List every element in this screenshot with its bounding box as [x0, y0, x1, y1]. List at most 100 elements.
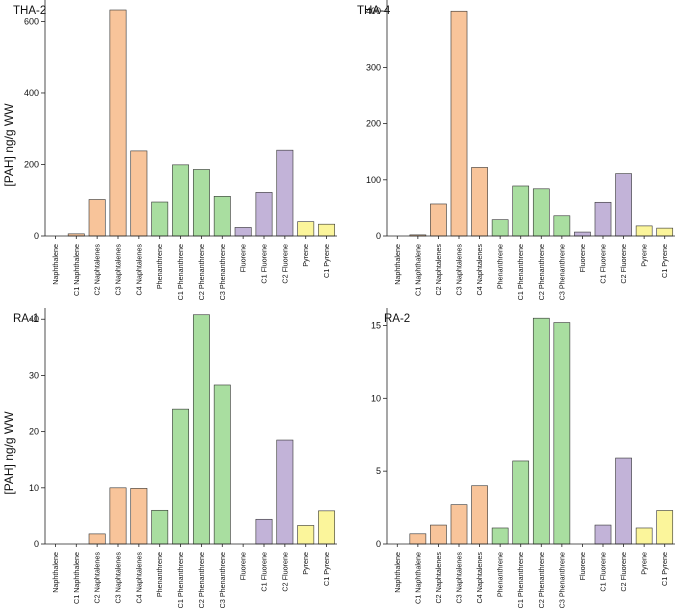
y-tick-label: 0 [376, 231, 381, 241]
y-tick-label: 200 [24, 159, 39, 169]
y-axis-title: [PAH] ng/g WW [2, 411, 16, 495]
x-category-label: C3 Naphtalenes [455, 244, 464, 296]
y-tick-label: 0 [34, 231, 39, 241]
x-category-label: Pyrene [301, 244, 310, 267]
bar-c1-naphthalene [409, 533, 427, 545]
x-category-label: C1 Phenanthrene [176, 244, 185, 300]
x-category-label: C1 Phenanthrene [176, 552, 185, 608]
panel-title: THA-4 [357, 5, 391, 17]
x-category-label: C1 Pyrene [322, 244, 331, 278]
bar-c1-pyrene [656, 227, 674, 237]
x-category-label: C1 Pyrene [660, 552, 669, 586]
y-tick-label: 30 [29, 370, 39, 380]
x-category-label: C2 Fluorene [280, 244, 289, 284]
x-category-label: Naphthalene [51, 244, 60, 285]
bar-c1-pyrene [318, 223, 336, 237]
bar-c1-fluorene [594, 524, 612, 545]
bar-phenanthrene [491, 219, 509, 237]
bar-c2-naphtalenes [88, 533, 106, 545]
y-tick-label: 10 [371, 393, 381, 403]
x-category-label: Pyrene [640, 552, 649, 575]
y-tick-label: 40 [29, 314, 39, 324]
bar-c1-phenanthrene [512, 460, 530, 545]
bar-c3-naphtalenes [109, 9, 127, 237]
bar-c2-naphtalenes [430, 203, 447, 237]
x-category-label: C1 Fluorene [599, 244, 608, 284]
bar-c4-naphtalenes [471, 167, 488, 237]
bar-c1-fluorene [594, 201, 612, 237]
x-category-label: Naphthalene [393, 552, 402, 593]
y-tick-label: 0 [34, 539, 39, 549]
y-tick-label: 15 [371, 320, 381, 330]
y-tick-label: 5 [376, 466, 381, 476]
x-category-label: C1 Naphthalene [72, 244, 81, 296]
x-category-label: C1 Pyrene [660, 244, 669, 278]
x-category-label: Phenanthrene [496, 552, 505, 597]
y-tick-label: 300 [366, 62, 381, 72]
x-category-label: Phenanthrene [496, 244, 505, 289]
x-category-label: C1 Naphthalene [413, 244, 422, 296]
x-category-label: C1 Pyrene [322, 552, 331, 586]
panel-tha-2: THA-2 [PAH] ng/g WW 0 200 400 600 Naphthalen… [2, 0, 337, 300]
x-category-label: Fluorene [578, 552, 587, 580]
bar-c4-naphtalenes [471, 485, 488, 545]
x-category-label: C2 Fluorene [619, 244, 628, 284]
x-category-label: Fluorene [239, 244, 248, 272]
x-category-label: Fluorene [239, 552, 248, 580]
bar-c1-pyrene [656, 510, 674, 545]
bar-c1-phenanthrene [172, 164, 190, 237]
bar-c1-fluorene [255, 518, 273, 545]
bar-c1-phenanthrene [512, 185, 530, 237]
x-category-label: C4 Naphtalenes [134, 552, 143, 604]
bar-c2-phenanthrene [532, 188, 550, 237]
x-category-label: C3 Naphtalenes [114, 552, 123, 604]
bar-c3-naphtalenes [450, 10, 468, 237]
bar-c2-fluorene [276, 149, 294, 237]
x-category-label: C1 Naphthalene [413, 552, 422, 604]
bar-c3-naphtalenes [450, 504, 468, 545]
bar-c1-phenanthrene [172, 408, 190, 545]
bar-c2-fluorene [615, 173, 632, 237]
panel-ra-1: RA-1 [PAH] ng/g WW 0 10 20 30 40 Naphthalene C… [2, 308, 337, 608]
bar-c3-phenanthrene [553, 215, 571, 237]
bar-pyrene [635, 225, 653, 237]
y-tick-label: 10 [29, 483, 39, 493]
bar-c3-phenanthrene [213, 196, 231, 237]
x-category-label: C2 Naphtalenes [93, 244, 102, 296]
x-category-label: Phenanthrene [155, 552, 164, 597]
bar-c1-pyrene [318, 510, 336, 545]
bar-c4-naphtalenes [130, 488, 148, 545]
x-category-label: C4 Naphtalenes [134, 244, 143, 296]
bar-c2-phenanthrene [532, 317, 550, 545]
x-category-label: C3 Phenanthrene [557, 552, 566, 608]
bar-pyrene [297, 525, 315, 545]
x-category-label: C1 Phenanthrene [516, 552, 525, 608]
x-category-label: Fluorene [578, 244, 587, 272]
x-category-label: C1 Fluorene [260, 244, 269, 284]
x-category-label: C2 Naphtalenes [93, 552, 102, 604]
panel-title: RA-1 [13, 313, 39, 325]
x-category-label: C3 Phenanthrene [218, 552, 227, 608]
x-category-label: C2 Naphtalenes [434, 552, 443, 604]
bar-c3-phenanthrene [553, 322, 571, 545]
x-category-label: C1 Fluorene [260, 552, 269, 592]
panel-title: RA-2 [384, 313, 410, 325]
x-category-label: Pyrene [301, 552, 310, 575]
x-category-label: C2 Phenanthrene [537, 552, 546, 608]
bar-phenanthrene [151, 201, 169, 237]
x-category-label: C2 Phenanthrene [197, 244, 206, 300]
x-category-label: C2 Naphtalenes [434, 244, 443, 296]
x-category-label: C2 Phenanthrene [537, 244, 546, 300]
bar-phenanthrene [491, 527, 509, 545]
bar-c2-phenanthrene [192, 169, 210, 237]
bar-phenanthrene [151, 509, 169, 545]
x-category-label: C2 Fluorene [619, 552, 628, 592]
panel-ra-2: RA-2 0 5 10 15 Naphthalene C1 Naphthalene C2 N… [371, 308, 675, 608]
y-tick-label: 20 [29, 427, 39, 437]
bar-fluorene [234, 227, 252, 237]
bar-c3-phenanthrene [213, 384, 231, 545]
y-tick-label: 400 [366, 6, 381, 16]
x-category-label: C4 Naphtalenes [475, 244, 484, 296]
